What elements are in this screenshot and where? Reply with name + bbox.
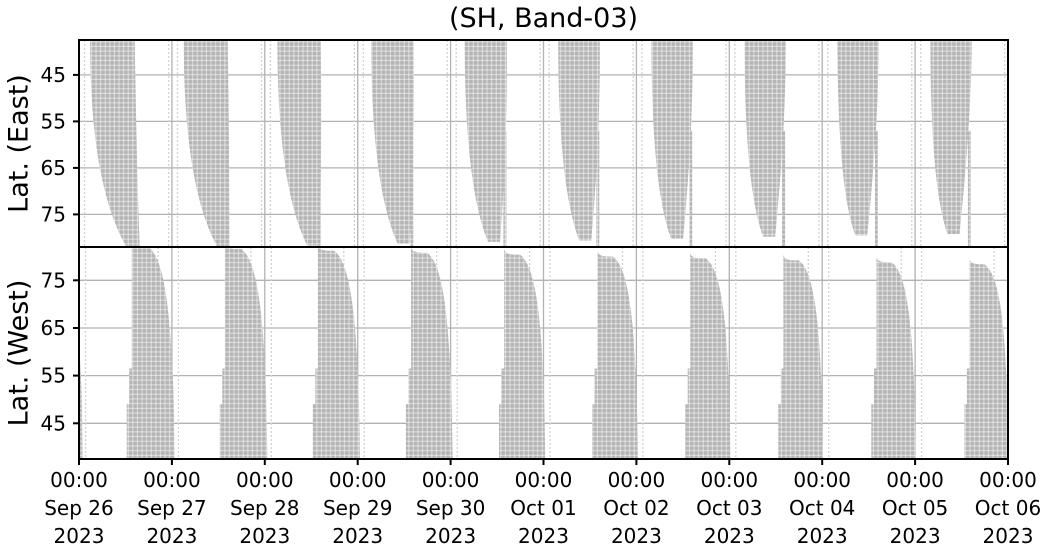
swath-sliver xyxy=(594,368,598,459)
swath-sliver xyxy=(596,130,600,247)
swath-sliver xyxy=(871,404,874,459)
x-tick-label: Sep 29 xyxy=(323,496,393,520)
swath-sliver xyxy=(222,368,226,459)
y-tick-label: 65 xyxy=(41,316,66,340)
swath-sliver xyxy=(964,404,968,459)
x-tick-label: 2023 xyxy=(611,524,662,548)
x-tick-label: 00:00 xyxy=(329,468,387,492)
y-tick-label: 75 xyxy=(41,268,66,292)
swath-sliver xyxy=(873,368,877,459)
x-tick-label: Oct 02 xyxy=(603,496,669,520)
west-swath-day3 xyxy=(411,247,453,459)
x-tick-label: 00:00 xyxy=(793,468,851,492)
y-tick-label: 65 xyxy=(41,156,66,180)
x-tick-label: 00:00 xyxy=(515,468,573,492)
x-tick-label: 2023 xyxy=(983,524,1034,548)
west-swath-day8 xyxy=(876,256,916,459)
x-tick-label: 00:00 xyxy=(608,468,666,492)
y-tick-label: 55 xyxy=(41,364,66,388)
swath-sliver xyxy=(778,404,781,459)
swath-sliver xyxy=(408,368,412,459)
west-swath-day2 xyxy=(317,247,360,459)
swath-sliver xyxy=(967,130,971,247)
chart-title: (SH, Band-03) xyxy=(449,3,638,34)
x-tick-label: Sep 28 xyxy=(230,496,300,520)
plot-area: 45 55 65 75 75 65 55 45 00:00 Sep 26 2023 00:00 Sep … xyxy=(36,39,1042,548)
x-tick-label: 2023 xyxy=(425,524,476,548)
swath-sliver xyxy=(875,130,878,247)
y-tick-label: 55 xyxy=(41,109,66,133)
east-swath-day8 xyxy=(837,40,879,236)
west-swath-day1 xyxy=(224,247,268,459)
swath-sliver xyxy=(685,404,688,459)
swath-sliver xyxy=(966,368,970,459)
x-tick-label: 00:00 xyxy=(886,468,944,492)
x-tick-label: Oct 03 xyxy=(696,496,762,520)
x-tick-label: 00:00 xyxy=(236,468,294,492)
x-tick-label: 2023 xyxy=(146,524,197,548)
x-tick-label: Sep 27 xyxy=(137,496,207,520)
x-tick-label: 2023 xyxy=(704,524,755,548)
swath-sliver xyxy=(36,369,39,460)
x-tick-label: Sep 30 xyxy=(416,496,486,520)
swath-sliver xyxy=(499,404,502,459)
west-swath-day5 xyxy=(597,250,638,459)
swath-sliver xyxy=(503,130,507,247)
west-swath-day7 xyxy=(783,254,823,459)
east-swath-day3 xyxy=(371,40,414,244)
x-tick-label: Oct 04 xyxy=(789,496,855,520)
x-tick-label: 2023 xyxy=(332,524,383,548)
ylabel-west: Lat. (West) xyxy=(4,280,35,427)
west-swath-day9 xyxy=(969,258,1008,459)
swath-sliver xyxy=(501,368,505,459)
y-tick-label: 45 xyxy=(41,411,66,435)
east-swath-day7 xyxy=(744,40,786,237)
x-tick-label: 2023 xyxy=(797,524,848,548)
east-swath-day6 xyxy=(651,40,693,239)
east-swath-day2 xyxy=(277,40,322,246)
x-tick-label: 00:00 xyxy=(50,468,108,492)
x-tick-label: 00:00 xyxy=(422,468,480,492)
swath-sliver xyxy=(687,368,691,459)
x-tick-label: 00:00 xyxy=(979,468,1037,492)
east-swath-day0 xyxy=(90,40,140,247)
east-swath-day9 xyxy=(930,40,972,234)
swath-sliver xyxy=(405,404,409,459)
swath-sliver xyxy=(312,404,316,459)
west-swath-day6 xyxy=(690,252,731,459)
swath-sliver xyxy=(126,404,130,459)
swath-sliver xyxy=(315,368,319,459)
swath-sliver xyxy=(592,404,595,459)
x-tick-label: 2023 xyxy=(518,524,569,548)
swath-sliver xyxy=(782,130,786,247)
panel-west xyxy=(36,247,1008,460)
y-tick-label: 75 xyxy=(41,202,66,226)
panel-east xyxy=(83,40,1006,247)
east-swath-day4 xyxy=(464,40,507,242)
west-swath-day4 xyxy=(504,248,546,459)
x-tick-label: Oct 01 xyxy=(510,496,576,520)
x-tick-label: 00:00 xyxy=(700,468,758,492)
x-tick-label: 00:00 xyxy=(143,468,201,492)
swath-sliver xyxy=(780,368,784,459)
swath-sliver xyxy=(219,404,223,459)
east-swath-day1 xyxy=(183,40,230,247)
x-tick-label: 2023 xyxy=(890,524,941,548)
swath-sliver xyxy=(689,130,693,247)
x-tick-label: 2023 xyxy=(54,524,105,548)
x-tick-label: 2023 xyxy=(239,524,290,548)
y-tick-label: 45 xyxy=(41,63,66,87)
swath-sliver xyxy=(129,368,133,459)
x-tick-label: Oct 06 xyxy=(975,496,1041,520)
axis-ticks: 45 55 65 75 75 65 55 45 00:00 Sep 26 2023 00:00 Sep … xyxy=(41,63,1042,548)
east-swath-day5 xyxy=(558,40,600,241)
x-tick-label: Sep 26 xyxy=(44,496,114,520)
ylabel-east: Lat. (East) xyxy=(4,74,35,213)
x-tick-label: Oct 05 xyxy=(882,496,948,520)
west-swath-day0 xyxy=(131,247,175,459)
